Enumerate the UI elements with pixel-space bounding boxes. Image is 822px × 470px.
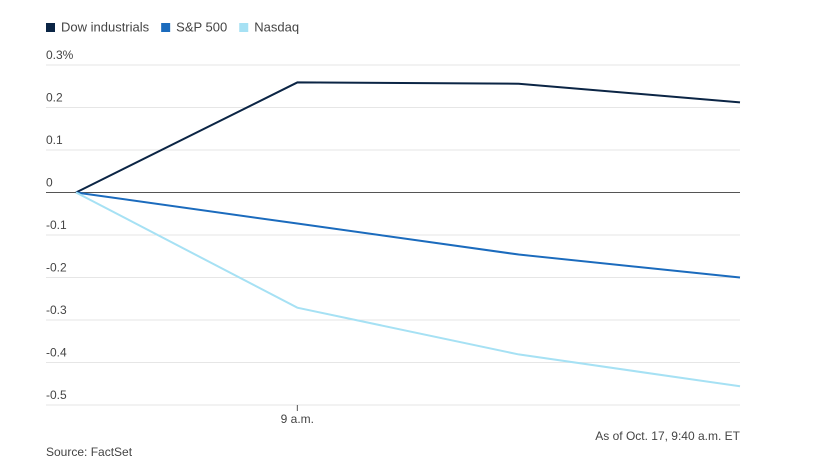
y-tick-label: -0.5 <box>46 388 67 402</box>
legend-swatch <box>161 23 171 32</box>
legend-label: S&P 500 <box>176 19 227 34</box>
x-tick-label: 9 a.m. <box>281 412 314 426</box>
legend-label: Dow industrials <box>61 19 150 34</box>
note: As of Oct. 17, 9:40 a.m. ET <box>595 429 740 443</box>
legend-swatch <box>239 23 249 32</box>
line-series <box>75 191 741 388</box>
y-tick-label: 0.1 <box>46 133 63 147</box>
y-tick-label: -0.1 <box>46 218 67 232</box>
y-tick-label: -0.2 <box>46 261 67 275</box>
y-tick-label: 0 <box>46 176 53 190</box>
y-tick-label: 0.2 <box>46 91 63 105</box>
line-series <box>75 191 741 279</box>
y-tick-label: 0.3% <box>46 48 74 62</box>
legend-swatch <box>46 23 55 32</box>
line-series <box>75 81 741 194</box>
source: Source: FactSet <box>46 445 133 459</box>
legend-label: Nasdaq <box>254 19 299 34</box>
y-tick-label: -0.3 <box>46 303 67 317</box>
y-tick-label: -0.4 <box>46 346 67 360</box>
